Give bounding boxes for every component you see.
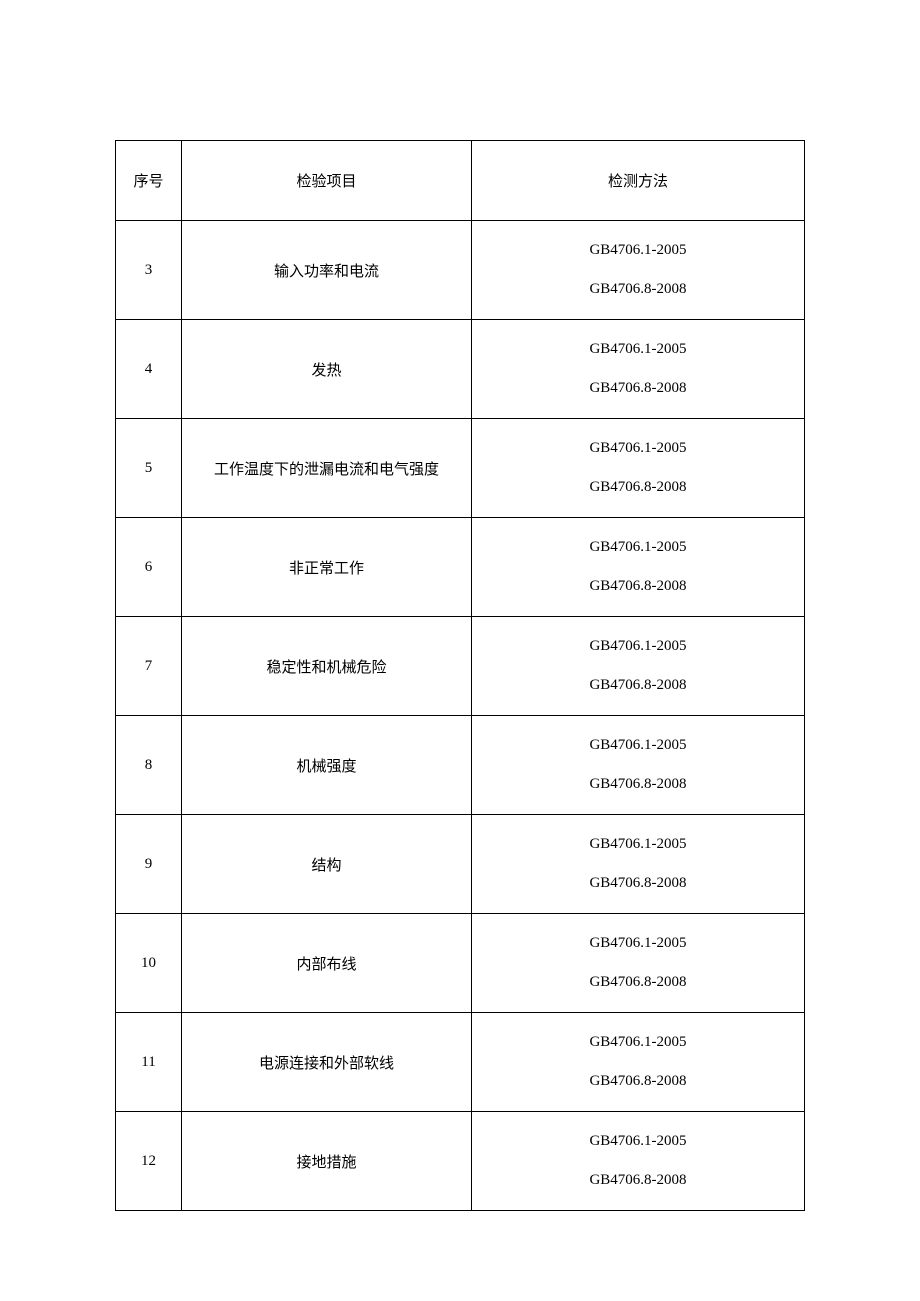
cell-method: GB4706.1-2005GB4706.8-2008 [472,617,805,716]
cell-method: GB4706.1-2005GB4706.8-2008 [472,518,805,617]
method-line-2: GB4706.8-2008 [472,1161,804,1200]
cell-num: 10 [116,914,182,1013]
table-row: 4发热GB4706.1-2005GB4706.8-2008 [116,320,805,419]
method-line-2: GB4706.8-2008 [472,270,804,309]
method-line-1: GB4706.1-2005 [472,627,804,666]
cell-num: 7 [116,617,182,716]
inspection-table: 序号 检验项目 检测方法 3输入功率和电流GB4706.1-2005GB4706… [115,140,805,1211]
cell-num: 11 [116,1013,182,1112]
cell-method: GB4706.1-2005GB4706.8-2008 [472,815,805,914]
method-line-2: GB4706.8-2008 [472,666,804,705]
cell-item: 输入功率和电流 [182,221,472,320]
table-header-row: 序号 检验项目 检测方法 [116,141,805,221]
method-line-1: GB4706.1-2005 [472,825,804,864]
method-line-2: GB4706.8-2008 [472,468,804,507]
table-body: 3输入功率和电流GB4706.1-2005GB4706.8-20084发热GB4… [116,221,805,1211]
method-line-2: GB4706.8-2008 [472,1062,804,1101]
cell-method: GB4706.1-2005GB4706.8-2008 [472,221,805,320]
cell-item: 稳定性和机械危险 [182,617,472,716]
cell-item: 接地措施 [182,1112,472,1211]
cell-item: 结构 [182,815,472,914]
cell-item: 机械强度 [182,716,472,815]
cell-item: 内部布线 [182,914,472,1013]
table-row: 9结构GB4706.1-2005GB4706.8-2008 [116,815,805,914]
cell-method: GB4706.1-2005GB4706.8-2008 [472,1112,805,1211]
method-line-1: GB4706.1-2005 [472,429,804,468]
cell-item: 非正常工作 [182,518,472,617]
table-row: 7稳定性和机械危险GB4706.1-2005GB4706.8-2008 [116,617,805,716]
cell-method: GB4706.1-2005GB4706.8-2008 [472,716,805,815]
cell-method: GB4706.1-2005GB4706.8-2008 [472,1013,805,1112]
cell-num: 5 [116,419,182,518]
header-item: 检验项目 [182,141,472,221]
cell-num: 8 [116,716,182,815]
table-row: 5工作温度下的泄漏电流和电气强度GB4706.1-2005GB4706.8-20… [116,419,805,518]
method-line-1: GB4706.1-2005 [472,330,804,369]
method-line-1: GB4706.1-2005 [472,231,804,270]
cell-num: 6 [116,518,182,617]
cell-method: GB4706.1-2005GB4706.8-2008 [472,914,805,1013]
table-row: 3输入功率和电流GB4706.1-2005GB4706.8-2008 [116,221,805,320]
cell-item: 发热 [182,320,472,419]
table-row: 10内部布线GB4706.1-2005GB4706.8-2008 [116,914,805,1013]
cell-num: 9 [116,815,182,914]
cell-item: 电源连接和外部软线 [182,1013,472,1112]
method-line-2: GB4706.8-2008 [472,567,804,606]
method-line-1: GB4706.1-2005 [472,528,804,567]
method-line-1: GB4706.1-2005 [472,1023,804,1062]
cell-method: GB4706.1-2005GB4706.8-2008 [472,320,805,419]
header-num: 序号 [116,141,182,221]
cell-num: 12 [116,1112,182,1211]
method-line-1: GB4706.1-2005 [472,924,804,963]
method-line-2: GB4706.8-2008 [472,963,804,1002]
header-method: 检测方法 [472,141,805,221]
cell-num: 3 [116,221,182,320]
method-line-2: GB4706.8-2008 [472,369,804,408]
method-line-1: GB4706.1-2005 [472,726,804,765]
table-row: 11电源连接和外部软线GB4706.1-2005GB4706.8-2008 [116,1013,805,1112]
method-line-2: GB4706.8-2008 [472,765,804,804]
cell-num: 4 [116,320,182,419]
method-line-1: GB4706.1-2005 [472,1122,804,1161]
method-line-2: GB4706.8-2008 [472,864,804,903]
table-row: 6非正常工作GB4706.1-2005GB4706.8-2008 [116,518,805,617]
table-row: 12接地措施GB4706.1-2005GB4706.8-2008 [116,1112,805,1211]
cell-item: 工作温度下的泄漏电流和电气强度 [182,419,472,518]
table-row: 8机械强度GB4706.1-2005GB4706.8-2008 [116,716,805,815]
cell-method: GB4706.1-2005GB4706.8-2008 [472,419,805,518]
